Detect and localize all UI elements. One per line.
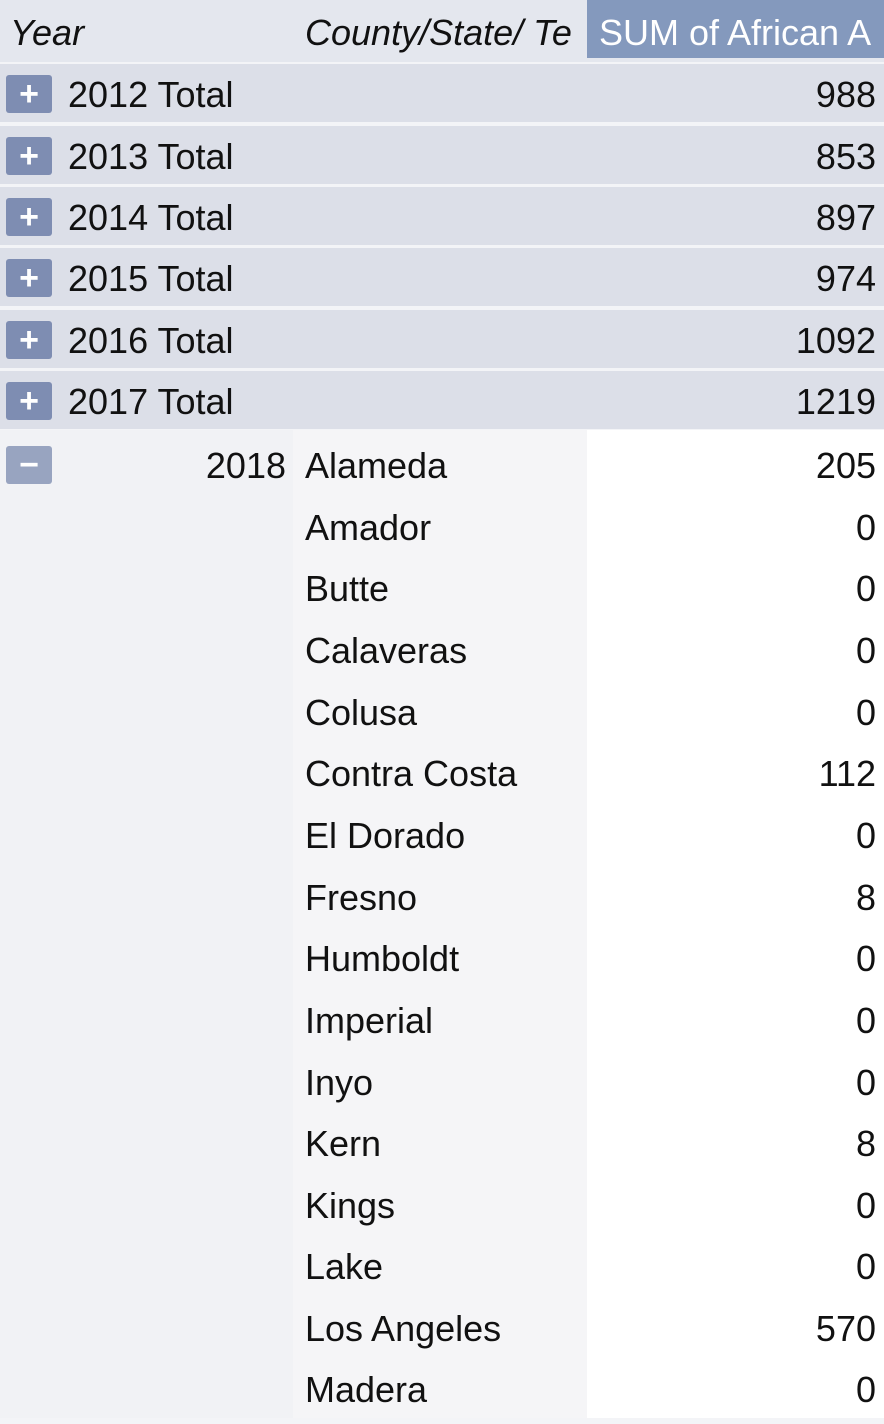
value-cell[interactable]: 0 bbox=[855, 692, 876, 733]
county-cell[interactable]: El Dorado bbox=[305, 815, 466, 856]
total-label: 2013 Total bbox=[68, 136, 234, 177]
value-cell[interactable]: 8 bbox=[855, 1123, 876, 1164]
county-cell[interactable]: Butte bbox=[305, 568, 390, 609]
total-row-2015: + 2015 Total 974 bbox=[0, 248, 884, 306]
value-column-bg bbox=[587, 430, 884, 1418]
total-row-2016: + 2016 Total 1092 bbox=[0, 310, 884, 368]
county-cell[interactable]: Colusa bbox=[305, 692, 418, 733]
county-cell[interactable]: Inyo bbox=[305, 1062, 374, 1103]
pivot-header-row: Year County/State/ Te SUM of African A bbox=[0, 0, 884, 62]
value-cell[interactable]: 0 bbox=[855, 815, 876, 856]
expand-button-icon[interactable]: + bbox=[6, 137, 52, 175]
county-cell[interactable]: Fresno bbox=[305, 877, 418, 918]
table-row: Fresno 8 bbox=[0, 864, 884, 926]
expanded-row-2018: − 2018 Alameda 205 bbox=[0, 432, 884, 494]
table-row: Contra Costa 112 bbox=[0, 740, 884, 802]
expand-button-icon[interactable]: + bbox=[6, 259, 52, 297]
table-row: Calaveras 0 bbox=[0, 617, 884, 679]
total-value[interactable]: 897 bbox=[815, 197, 876, 238]
header-county[interactable]: County/State/ Te bbox=[305, 12, 572, 53]
total-row-2014: + 2014 Total 897 bbox=[0, 187, 884, 245]
total-label: 2016 Total bbox=[68, 320, 234, 361]
county-cell[interactable]: Madera bbox=[305, 1369, 428, 1410]
table-row: Amador 0 bbox=[0, 494, 884, 556]
expand-button-icon[interactable]: + bbox=[6, 198, 52, 236]
table-row: Imperial 0 bbox=[0, 987, 884, 1049]
value-cell[interactable]: 570 bbox=[815, 1308, 876, 1349]
value-cell[interactable]: 0 bbox=[855, 1246, 876, 1287]
county-cell[interactable]: Imperial bbox=[305, 1000, 434, 1041]
total-value[interactable]: 853 bbox=[815, 136, 876, 177]
value-cell[interactable]: 0 bbox=[855, 1000, 876, 1041]
county-cell[interactable]: Kern bbox=[305, 1123, 382, 1164]
county-cell[interactable]: Humboldt bbox=[305, 938, 460, 979]
table-row: Kings 0 bbox=[0, 1172, 884, 1234]
table-row: El Dorado 0 bbox=[0, 802, 884, 864]
value-cell[interactable]: 112 bbox=[818, 753, 876, 794]
table-row: Humboldt 0 bbox=[0, 925, 884, 987]
county-cell[interactable]: Amador bbox=[305, 507, 432, 548]
value-cell[interactable]: 0 bbox=[855, 568, 876, 609]
table-row: Los Angeles 570 bbox=[0, 1295, 884, 1357]
value-cell[interactable]: 0 bbox=[855, 507, 876, 548]
county-cell[interactable]: Los Angeles bbox=[305, 1308, 502, 1349]
table-row: Colusa 0 bbox=[0, 679, 884, 741]
total-value[interactable]: 974 bbox=[815, 258, 876, 299]
county-cell[interactable]: Contra Costa bbox=[305, 753, 518, 794]
table-row: Inyo 0 bbox=[0, 1049, 884, 1111]
total-value[interactable]: 988 bbox=[815, 74, 876, 115]
collapse-button-icon[interactable]: − bbox=[6, 446, 52, 484]
total-label: 2012 Total bbox=[68, 74, 234, 115]
total-label: 2014 Total bbox=[68, 197, 234, 238]
county-cell[interactable]: Lake bbox=[305, 1246, 384, 1287]
county-cell[interactable]: Calaveras bbox=[305, 630, 468, 671]
year-label[interactable]: 2018 bbox=[205, 445, 286, 486]
header-year[interactable]: Year bbox=[10, 12, 85, 53]
total-label: 2017 Total bbox=[68, 381, 234, 422]
total-row-2017: + 2017 Total 1219 bbox=[0, 371, 884, 429]
county-cell[interactable]: Alameda bbox=[305, 445, 448, 486]
expand-button-icon[interactable]: + bbox=[6, 75, 52, 113]
total-label: 2015 Total bbox=[68, 258, 234, 299]
value-cell[interactable]: 0 bbox=[855, 1369, 876, 1410]
value-cell[interactable]: 205 bbox=[815, 445, 876, 486]
value-cell[interactable]: 0 bbox=[855, 1062, 876, 1103]
table-row: Madera 0 bbox=[0, 1356, 884, 1418]
total-row-2013: + 2013 Total 853 bbox=[0, 126, 884, 184]
total-value[interactable]: 1219 bbox=[795, 381, 876, 422]
value-cell[interactable]: 0 bbox=[855, 938, 876, 979]
value-cell[interactable]: 0 bbox=[855, 1185, 876, 1226]
total-row-2012: + 2012 Total 988 bbox=[0, 64, 884, 122]
year-column-bg bbox=[0, 430, 293, 1418]
header-sum-value[interactable]: SUM of African A bbox=[587, 0, 884, 58]
expand-button-icon[interactable]: + bbox=[6, 321, 52, 359]
value-cell[interactable]: 0 bbox=[855, 630, 876, 671]
table-row: Lake 0 bbox=[0, 1233, 884, 1295]
county-cell[interactable]: Kings bbox=[305, 1185, 396, 1226]
table-row: Kern 8 bbox=[0, 1110, 884, 1172]
value-cell[interactable]: 8 bbox=[855, 877, 876, 918]
total-value[interactable]: 1092 bbox=[795, 320, 876, 361]
expand-button-icon[interactable]: + bbox=[6, 382, 52, 420]
county-column-bg bbox=[293, 430, 587, 1418]
table-row: Butte 0 bbox=[0, 555, 884, 617]
